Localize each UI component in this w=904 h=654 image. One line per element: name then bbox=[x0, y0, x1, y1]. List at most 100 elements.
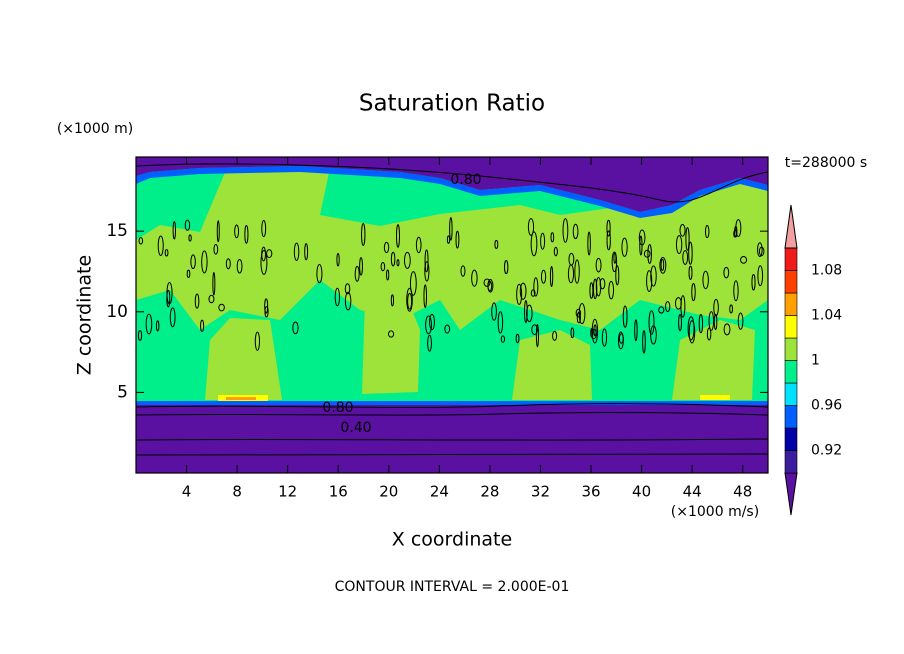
colorbar-band bbox=[784, 337, 798, 361]
contour-line bbox=[136, 163, 768, 203]
contour-blob bbox=[483, 278, 491, 287]
x-tick-label: 12 bbox=[278, 483, 297, 501]
contour-blob bbox=[729, 304, 733, 314]
footer-note: CONTOUR INTERVAL = 2.000E-01 bbox=[335, 579, 570, 595]
contour-blob bbox=[675, 235, 683, 254]
contour-blob bbox=[658, 306, 665, 314]
contour-blob bbox=[643, 249, 651, 258]
contour-blob bbox=[599, 278, 606, 290]
y-axis-label: Z coordinate bbox=[74, 255, 96, 375]
contour-blob bbox=[387, 330, 395, 338]
field-region bbox=[136, 157, 768, 212]
x-tick-label: 44 bbox=[683, 483, 702, 501]
contour-blob bbox=[591, 318, 599, 344]
contour-blob bbox=[261, 246, 266, 262]
y-unit: (×1000 m) bbox=[57, 121, 133, 137]
contour-blob bbox=[552, 330, 558, 341]
contour-blob bbox=[500, 335, 506, 343]
colorbar-band bbox=[784, 247, 798, 271]
contour-blob bbox=[685, 227, 690, 251]
contour-blob bbox=[424, 261, 430, 282]
contour-blob bbox=[409, 271, 417, 296]
contour-blob bbox=[212, 271, 216, 296]
plot-frame bbox=[135, 156, 769, 474]
chart-title: Saturation Ratio bbox=[359, 91, 545, 117]
contour-blob bbox=[427, 334, 432, 352]
contour-blob bbox=[611, 251, 618, 273]
colorbar-extend bbox=[784, 472, 798, 516]
y-tick-label: 15 bbox=[106, 221, 128, 241]
contour-blob bbox=[423, 284, 428, 308]
colorbar-tick-label: 1.04 bbox=[811, 308, 842, 324]
contour-blob bbox=[455, 230, 460, 249]
field-region bbox=[226, 397, 256, 400]
contour-blob bbox=[359, 257, 363, 276]
contour-blob bbox=[650, 265, 657, 287]
contour-blob bbox=[733, 229, 737, 238]
contour-label: 0.80 bbox=[450, 172, 481, 188]
contour-blob bbox=[138, 237, 144, 245]
y-tick-label: 10 bbox=[106, 302, 128, 322]
contour-blob bbox=[504, 260, 509, 275]
contour-blob bbox=[570, 327, 575, 339]
contour-blob bbox=[425, 315, 433, 335]
contour-blob bbox=[266, 249, 273, 259]
contour-blob bbox=[572, 223, 579, 240]
contour-blob bbox=[549, 266, 554, 287]
contour-label: 0.80 bbox=[322, 400, 353, 416]
contour-blob bbox=[236, 258, 243, 274]
contour-blob bbox=[679, 223, 686, 237]
contour-blob bbox=[621, 237, 628, 257]
contour-blob bbox=[688, 320, 696, 344]
x-tick-label: 32 bbox=[531, 483, 550, 501]
contour-blob bbox=[665, 301, 671, 313]
contour-blob bbox=[201, 250, 208, 274]
contour-blob bbox=[491, 302, 497, 321]
field-region bbox=[205, 318, 282, 400]
contour-blob bbox=[446, 235, 451, 244]
x-tick-label: 8 bbox=[232, 483, 242, 501]
contour-blob bbox=[157, 235, 164, 257]
contour-blob bbox=[264, 298, 269, 314]
contour-blob bbox=[527, 218, 535, 236]
contour-blob bbox=[706, 327, 712, 341]
contour-blob bbox=[213, 244, 219, 255]
colorbar-band bbox=[784, 292, 798, 316]
contour-blob bbox=[216, 220, 220, 243]
contour-blob bbox=[172, 221, 176, 240]
contour-blob bbox=[383, 241, 390, 254]
contour-blob bbox=[704, 224, 710, 239]
contour-blob bbox=[595, 257, 602, 273]
contour-blob bbox=[606, 230, 611, 251]
contour-blob bbox=[540, 269, 547, 284]
contour-blob bbox=[526, 304, 533, 323]
contour-lines bbox=[136, 163, 768, 456]
contour-blob bbox=[424, 249, 429, 273]
contour-blob bbox=[688, 265, 693, 280]
contour-blob bbox=[208, 294, 215, 304]
contour-blob bbox=[659, 256, 667, 274]
contour-blob bbox=[406, 287, 413, 312]
contour-line bbox=[136, 453, 768, 456]
colorbar-band bbox=[784, 450, 798, 474]
contour-blob bbox=[660, 258, 665, 272]
x-tick-label: 24 bbox=[430, 483, 449, 501]
contour-line bbox=[136, 438, 768, 441]
contour-blob bbox=[200, 319, 205, 333]
contour-blob bbox=[575, 308, 582, 318]
contour-blob bbox=[757, 242, 763, 258]
contour-blob bbox=[218, 303, 225, 312]
field-region bbox=[512, 330, 592, 400]
contour-blob bbox=[145, 313, 153, 335]
contour-blob bbox=[590, 328, 597, 340]
contour-line bbox=[136, 411, 768, 416]
contour-blob bbox=[354, 265, 360, 282]
contour-blob bbox=[674, 297, 682, 310]
contour-blob bbox=[568, 252, 575, 266]
contour-blob bbox=[449, 217, 453, 241]
contour-blob bbox=[396, 259, 400, 267]
colorbar-tick-label: 1.08 bbox=[811, 263, 842, 279]
contour-blob bbox=[234, 224, 240, 239]
y-tick-label: 5 bbox=[117, 382, 128, 402]
contour-blob bbox=[757, 265, 764, 287]
